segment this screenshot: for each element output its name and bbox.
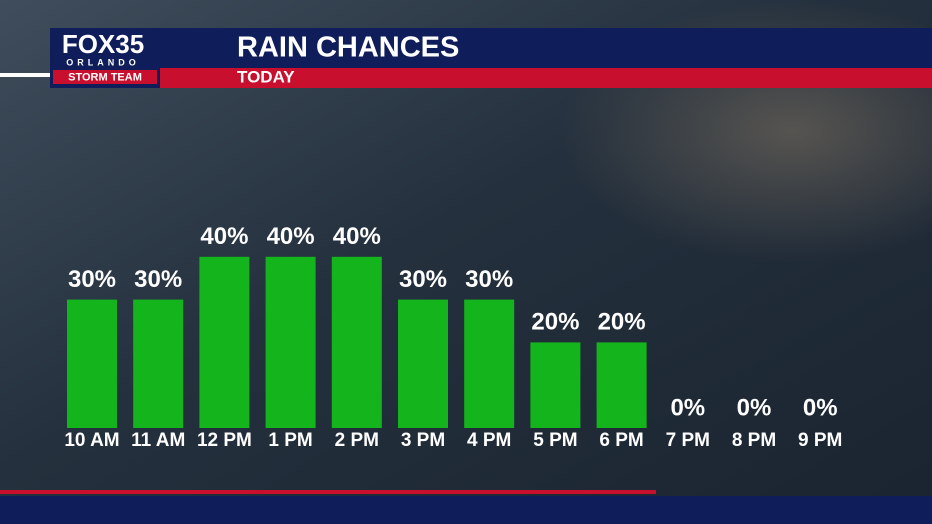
value-label: 30%	[399, 266, 447, 293]
header-line	[0, 73, 52, 77]
bar	[530, 342, 581, 428]
bar	[331, 256, 382, 428]
value-label: 40%	[267, 223, 315, 250]
x-tick-label: 7 PM	[666, 430, 710, 451]
x-tick-label: 4 PM	[467, 430, 511, 451]
value-label: 0%	[670, 394, 705, 421]
value-label: 20%	[598, 309, 646, 336]
title-band	[160, 28, 932, 68]
x-tick-label: 9 PM	[798, 430, 842, 451]
subtitle-band	[160, 68, 932, 88]
bar	[265, 256, 316, 428]
x-tick-label: 1 PM	[268, 430, 312, 451]
bar	[67, 299, 117, 428]
value-label: 40%	[333, 223, 381, 250]
bar	[464, 299, 515, 428]
chart-subtitle: TODAY	[237, 67, 295, 86]
value-label: 30%	[465, 266, 513, 293]
bar	[199, 256, 250, 428]
x-tick-label: 11 AM	[131, 430, 185, 451]
footer-band	[0, 496, 932, 524]
x-tick-label: 12 PM	[197, 430, 252, 451]
logo-team-band	[53, 70, 157, 84]
x-tick-label: 6 PM	[599, 430, 643, 451]
footer-line	[0, 490, 656, 494]
x-tick-label: 8 PM	[732, 430, 776, 451]
logo-brand: FOX35	[62, 29, 144, 59]
x-tick-label: 5 PM	[533, 430, 577, 451]
logo-team: STORM TEAM	[68, 71, 142, 83]
x-tick-label: 10 AM	[64, 430, 119, 451]
bar	[398, 299, 448, 428]
x-tick-label: 2 PM	[335, 430, 379, 451]
value-label: 20%	[531, 309, 579, 336]
value-label: 0%	[737, 394, 772, 421]
x-tick-label: 3 PM	[401, 430, 445, 451]
bar	[133, 299, 184, 428]
chart-title: RAIN CHANCES	[237, 32, 459, 64]
value-label: 0%	[803, 394, 838, 421]
value-label: 30%	[134, 266, 182, 293]
bar	[596, 342, 647, 428]
value-label: 40%	[200, 223, 248, 250]
value-label: 30%	[68, 266, 116, 293]
logo-city: ORLANDO	[66, 57, 140, 67]
